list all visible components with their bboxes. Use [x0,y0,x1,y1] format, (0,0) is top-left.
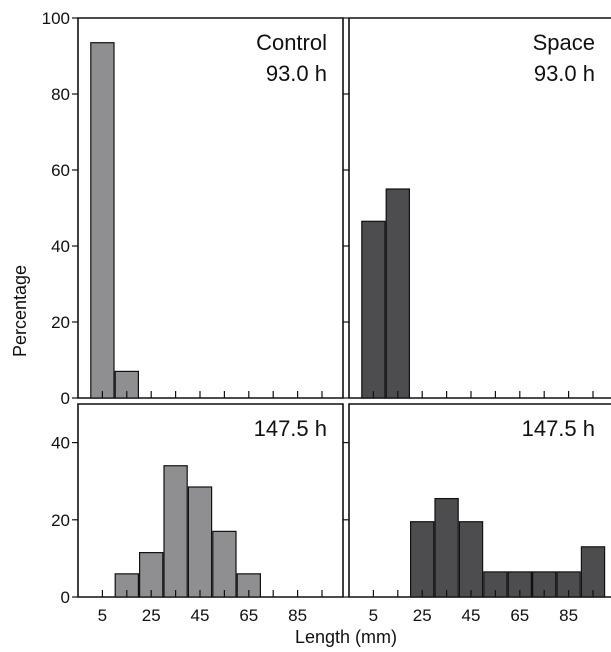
panel-label: 147.5 h [254,416,327,441]
y-tick-label: 40 [51,237,70,256]
panel-top-left: 0 20 40 60 80 100 Control 93.0 h [42,9,344,408]
x-tick-label: 65 [239,606,258,625]
x-axis-label: Length (mm) [295,627,397,647]
bar [385,188,411,399]
x-tick-label: 65 [510,606,529,625]
panel-frame [348,17,611,399]
y-tick-label: 60 [51,161,70,180]
y-tick-label: 80 [51,85,70,104]
x-tick-label: 85 [559,606,578,625]
panel-label: 147.5 h [522,416,595,441]
bar [458,521,484,598]
panel-bottom-left: 0 20 40 5 25 45 65 85 147.5 h [51,403,344,625]
bar [410,521,435,598]
panel-bottom-right: 5 25 45 65 85 147.5 h [343,403,611,625]
x-tick-label: 25 [142,606,161,625]
bar [163,465,188,598]
bar [361,220,386,399]
panels-group: 0 20 40 60 80 100 Control 93.0 h Space 93.0 h 0 20 4… [42,9,611,625]
x-tick-label: 45 [191,606,210,625]
y-tick-label: 0 [61,389,70,408]
x-tick-label: 85 [288,606,307,625]
panel-label: Space [533,30,595,55]
y-tick-label: 40 [51,434,70,453]
panel-label: 93.0 h [534,61,595,86]
panel-label: Control [256,30,327,55]
bar [434,497,459,598]
y-tick-label: 20 [51,313,70,332]
y-tick-label: 20 [51,511,70,530]
x-tick-label: 5 [369,606,378,625]
y-tick-label: 100 [42,9,70,28]
bar [212,530,237,598]
x-tick-label: 5 [98,606,107,625]
bar [187,486,213,598]
panel-label: 93.0 h [266,61,327,86]
bar [580,546,606,598]
x-tick-label: 45 [462,606,481,625]
y-axis-label: Percentage [10,265,30,357]
bar [90,42,115,399]
x-tick-label: 25 [413,606,432,625]
y-tick-label: 0 [61,588,70,607]
panel-top-right: Space 93.0 h [343,17,611,399]
